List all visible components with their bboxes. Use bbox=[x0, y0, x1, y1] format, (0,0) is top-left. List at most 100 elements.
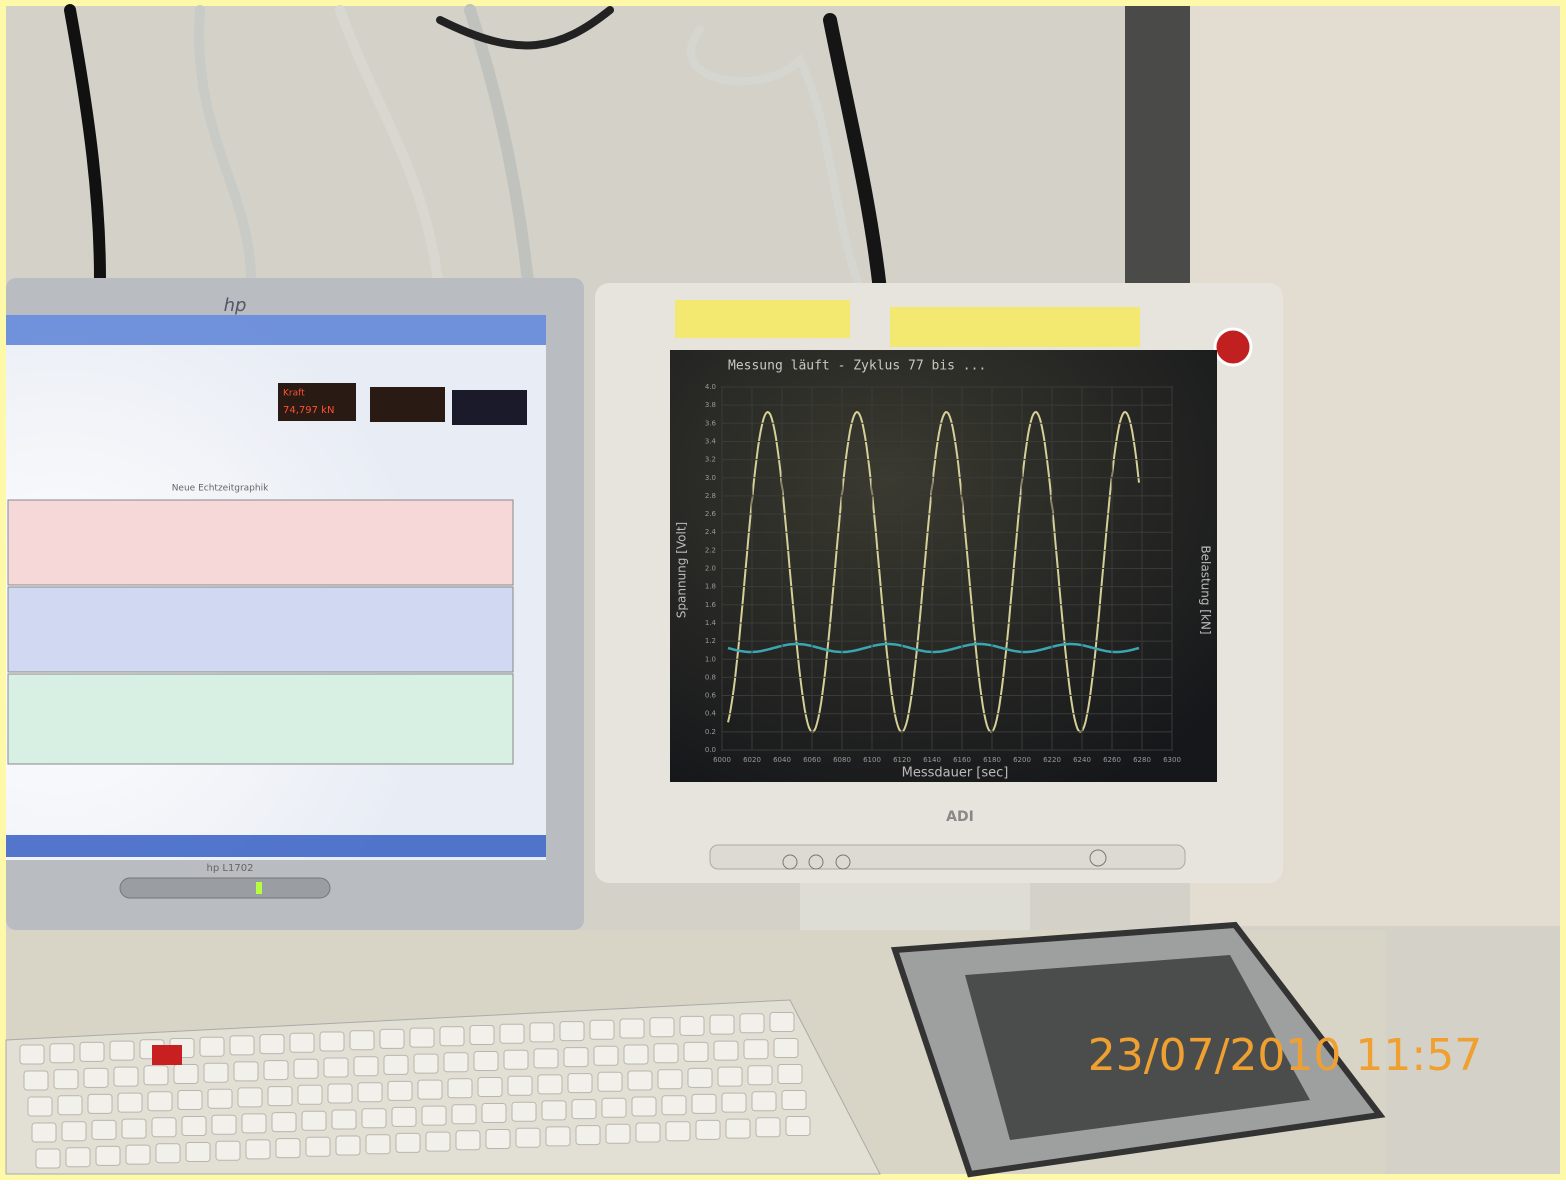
x-tick-label: 6260 bbox=[1103, 756, 1121, 764]
key bbox=[756, 1118, 780, 1137]
readout-box bbox=[452, 390, 527, 425]
key bbox=[486, 1130, 510, 1149]
key bbox=[328, 1084, 352, 1103]
y-tick-label: 2.0 bbox=[705, 565, 716, 573]
key bbox=[628, 1071, 652, 1090]
key bbox=[20, 1045, 44, 1064]
y2-axis-label: Belastung [kN] bbox=[1199, 545, 1213, 634]
x-tick-label: 6000 bbox=[713, 756, 731, 764]
key bbox=[726, 1119, 750, 1138]
key bbox=[110, 1041, 134, 1060]
y-tick-label: 3.4 bbox=[705, 437, 717, 445]
key bbox=[96, 1146, 120, 1165]
key bbox=[332, 1110, 356, 1129]
key bbox=[542, 1101, 566, 1120]
key bbox=[358, 1083, 382, 1102]
key bbox=[632, 1097, 656, 1116]
key bbox=[770, 1013, 794, 1032]
sticky-note bbox=[675, 300, 850, 338]
key bbox=[422, 1106, 446, 1125]
brand: hp bbox=[224, 295, 247, 316]
key bbox=[782, 1091, 806, 1110]
key bbox=[182, 1117, 206, 1136]
door-frame bbox=[1125, 6, 1190, 306]
key bbox=[410, 1028, 434, 1047]
key bbox=[452, 1105, 476, 1124]
key bbox=[268, 1087, 292, 1106]
brand: ADI bbox=[946, 809, 974, 825]
key bbox=[666, 1122, 690, 1141]
window-bar bbox=[6, 315, 546, 345]
key bbox=[320, 1032, 344, 1051]
key bbox=[508, 1076, 532, 1095]
y-tick-label: 1.2 bbox=[705, 637, 716, 645]
key bbox=[242, 1114, 266, 1133]
x-tick-label: 6020 bbox=[743, 756, 761, 764]
key bbox=[336, 1136, 360, 1155]
key bbox=[444, 1053, 468, 1072]
key bbox=[474, 1052, 498, 1071]
key bbox=[714, 1041, 738, 1060]
key bbox=[272, 1113, 296, 1132]
key bbox=[174, 1065, 198, 1084]
button-bar bbox=[710, 845, 1185, 869]
graph-panel bbox=[8, 587, 513, 672]
key bbox=[362, 1109, 386, 1128]
key bbox=[560, 1022, 584, 1041]
x-tick-label: 6300 bbox=[1163, 756, 1181, 764]
y-tick-label: 0.4 bbox=[705, 710, 717, 718]
sticky-note bbox=[890, 307, 1140, 347]
key bbox=[204, 1063, 228, 1082]
key bbox=[294, 1059, 318, 1078]
key bbox=[306, 1137, 330, 1156]
key bbox=[722, 1093, 746, 1112]
key bbox=[62, 1122, 86, 1141]
x-tick-label: 6140 bbox=[923, 756, 941, 764]
graph-panel bbox=[8, 674, 513, 764]
timestamp: 23/07/2010 11:57 bbox=[1088, 1030, 1482, 1081]
key bbox=[380, 1029, 404, 1048]
key bbox=[264, 1061, 288, 1080]
photo: Kraft 74,797 kN Neue Echtzeitgraphik hp … bbox=[0, 0, 1566, 1180]
key bbox=[602, 1098, 626, 1117]
key bbox=[546, 1127, 570, 1146]
key bbox=[538, 1075, 562, 1094]
key bbox=[114, 1067, 138, 1086]
readout-box bbox=[370, 387, 445, 422]
button-bar bbox=[120, 878, 330, 898]
key bbox=[276, 1139, 300, 1158]
key bbox=[530, 1023, 554, 1042]
y-tick-label: 4.0 bbox=[705, 383, 716, 391]
screen-title: Messung läuft - Zyklus 77 bis ... bbox=[728, 359, 986, 374]
y-tick-label: 2.6 bbox=[705, 510, 717, 518]
graph-panel bbox=[8, 500, 513, 585]
x-tick-label: 6080 bbox=[833, 756, 851, 764]
y-tick-label: 0.6 bbox=[705, 692, 717, 700]
key bbox=[620, 1019, 644, 1038]
key bbox=[392, 1107, 416, 1126]
key bbox=[572, 1100, 596, 1119]
key bbox=[426, 1132, 450, 1151]
key bbox=[654, 1044, 678, 1063]
readout-label: Kraft bbox=[283, 389, 305, 399]
key bbox=[28, 1097, 52, 1116]
key bbox=[32, 1123, 56, 1142]
y-tick-label: 3.8 bbox=[705, 401, 716, 409]
key bbox=[504, 1050, 528, 1069]
y-tick-label: 1.4 bbox=[705, 619, 717, 627]
key bbox=[680, 1016, 704, 1035]
key bbox=[366, 1135, 390, 1154]
key bbox=[740, 1014, 764, 1033]
x-tick-label: 6180 bbox=[983, 756, 1001, 764]
key bbox=[414, 1054, 438, 1073]
x-tick-label: 6200 bbox=[1013, 756, 1031, 764]
key bbox=[512, 1102, 536, 1121]
key bbox=[88, 1094, 112, 1113]
model: hp L1702 bbox=[207, 863, 254, 874]
y-tick-label: 1.8 bbox=[705, 583, 716, 591]
key bbox=[594, 1046, 618, 1065]
key bbox=[216, 1141, 240, 1160]
key bbox=[598, 1072, 622, 1091]
key bbox=[786, 1117, 810, 1136]
y-tick-label: 2.8 bbox=[705, 492, 716, 500]
